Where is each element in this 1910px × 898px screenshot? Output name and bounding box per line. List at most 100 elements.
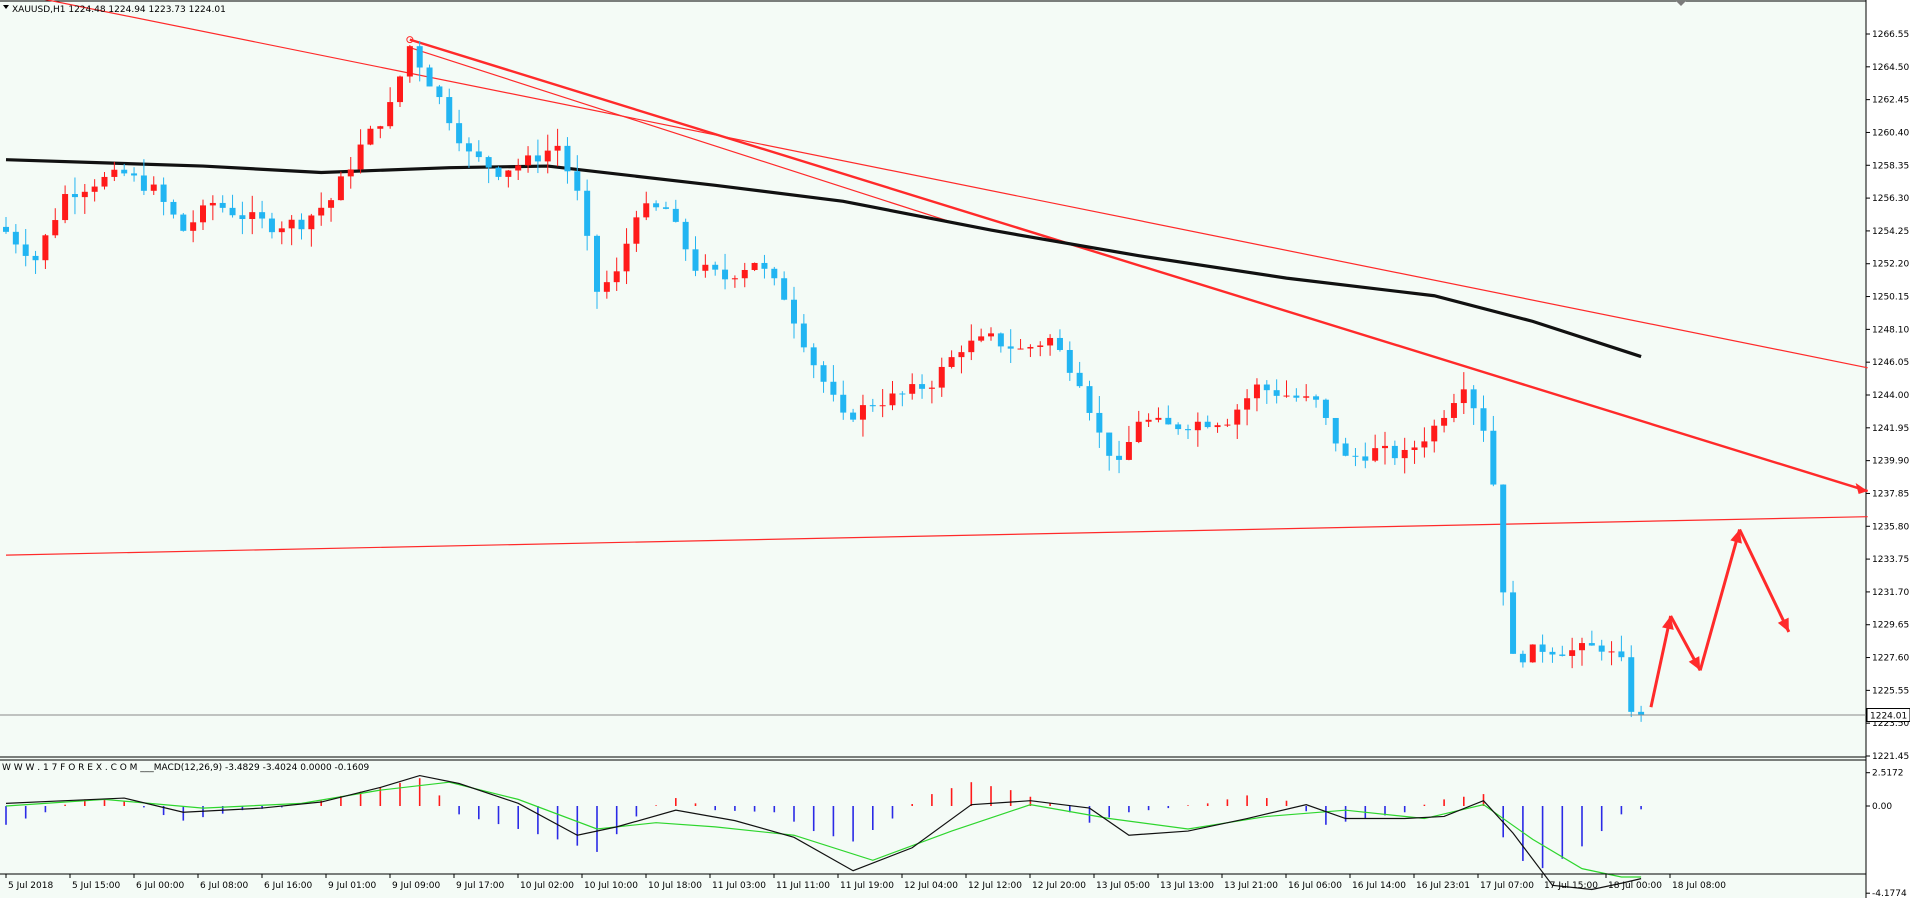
candle-body (278, 228, 285, 233)
chart-background (0, 0, 1866, 898)
candle-body (859, 405, 866, 420)
time-tick-label: 17 Jul 15:00 (1544, 881, 1598, 891)
time-tick-label: 18 Jul 08:00 (1672, 881, 1726, 891)
trendlines (5, 0, 1869, 556)
candle-body (426, 67, 433, 87)
candle-body (1224, 424, 1231, 426)
projection-arrowhead (1730, 529, 1742, 544)
candle-body (436, 86, 443, 98)
candle-body (397, 76, 403, 103)
projection-segment (1649, 615, 1673, 708)
candle-body (170, 201, 177, 215)
candle-body (367, 128, 374, 145)
price-tick-label: 1227.60 (1872, 654, 1909, 664)
candle-body (446, 97, 453, 124)
candle-body (328, 200, 335, 208)
candle-body (1372, 448, 1379, 461)
candle-body (1322, 399, 1329, 418)
candle-body (3, 226, 9, 232)
candle-body (564, 145, 571, 172)
candle-body (62, 194, 69, 221)
candle-body (1569, 650, 1576, 656)
candle-body (1194, 421, 1201, 431)
candle-body (958, 352, 965, 358)
candle-body (268, 218, 275, 233)
candle-body (928, 387, 935, 389)
candle-body (761, 262, 768, 269)
trendline-secondary (409, 47, 952, 223)
price-tick-label: 1231.70 (1872, 588, 1909, 598)
candle-body (1027, 346, 1034, 349)
candle-body (692, 249, 699, 271)
candle-body (672, 208, 679, 222)
macd-tick-label: 2.5172 (1872, 769, 1904, 779)
price-tick-label: 1252.20 (1872, 260, 1909, 270)
collapse-arrow-icon[interactable] (1676, 1, 1686, 6)
price-tick-label: 1246.05 (1872, 358, 1909, 368)
candle-body (495, 167, 502, 177)
price-tick-label: 1254.25 (1872, 227, 1909, 237)
candle-body (1618, 651, 1625, 658)
candle-body (771, 268, 778, 279)
time-tick-label: 5 Jul 15:00 (72, 881, 121, 891)
candle-body (1135, 421, 1142, 443)
price-tick-label: 1260.40 (1872, 128, 1909, 138)
time-tick-label: 10 Jul 10:00 (584, 881, 638, 891)
candle-body (1362, 456, 1369, 461)
price-tick-label: 1256.30 (1872, 194, 1909, 204)
time-axis: 5 Jul 2018 5 Jul 15:00 6 Jul 00:00 6 Jul 08… (5, 874, 1726, 891)
candle-body (200, 205, 206, 223)
candle-body (1047, 337, 1054, 346)
candle-body (1056, 337, 1063, 350)
macd-tick-label: 0.00 (1872, 802, 1892, 812)
candle-body (1096, 412, 1103, 433)
projection-segment (1698, 529, 1742, 671)
candle-body (416, 46, 423, 68)
dropdown-triangle-icon[interactable] (3, 5, 9, 9)
candle-body (702, 264, 709, 271)
macd-line (5, 774, 1642, 891)
candle-body (1283, 395, 1290, 397)
candle-body (1352, 455, 1359, 457)
candle-body (1076, 372, 1083, 387)
candle-body (603, 282, 610, 292)
candle-body (456, 123, 463, 144)
price-tick-label: 1229.65 (1872, 621, 1909, 631)
price-tag-box (1866, 708, 1910, 723)
price-tick-label: 1241.95 (1872, 424, 1909, 434)
candle-body (1066, 349, 1073, 373)
candle-body (111, 169, 118, 177)
candle-body (1116, 455, 1123, 460)
candle-body (1460, 389, 1467, 404)
candle-body (850, 412, 857, 420)
candle-body (91, 186, 98, 192)
candle-body (190, 222, 197, 231)
trendline (409, 38, 1869, 493)
candle-body (1263, 384, 1270, 391)
candle-body (1293, 395, 1300, 398)
candle-body (554, 145, 561, 151)
time-tick-label: 18 Jul 00:00 (1608, 881, 1662, 891)
projection-zigzag (1649, 528, 1791, 708)
candle-body (791, 299, 797, 324)
price-tick-label: 1235.80 (1872, 522, 1909, 532)
candle-body (140, 175, 147, 191)
candle-body (1401, 449, 1408, 459)
macd-axis: 2.5172 0.00 -4.1774 (1866, 769, 1907, 898)
macd-panel[interactable]: W W W . 1 7 F O R E X . C O M ___MACD(12… (2, 763, 1907, 898)
candle-body (180, 214, 187, 231)
price-tick-label: 1233.75 (1872, 555, 1909, 565)
candle-body (150, 184, 157, 191)
time-tick-label: 12 Jul 20:00 (1032, 881, 1086, 891)
moving-average-line (5, 158, 1642, 359)
candle-body (32, 255, 39, 261)
current-price-tag: 1224.01 (1866, 708, 1910, 723)
candle-body (712, 264, 719, 270)
candle-body (909, 384, 916, 394)
candle-body (899, 393, 906, 395)
candle-body (337, 176, 344, 201)
price-tag-label: 1224.01 (1870, 712, 1907, 722)
